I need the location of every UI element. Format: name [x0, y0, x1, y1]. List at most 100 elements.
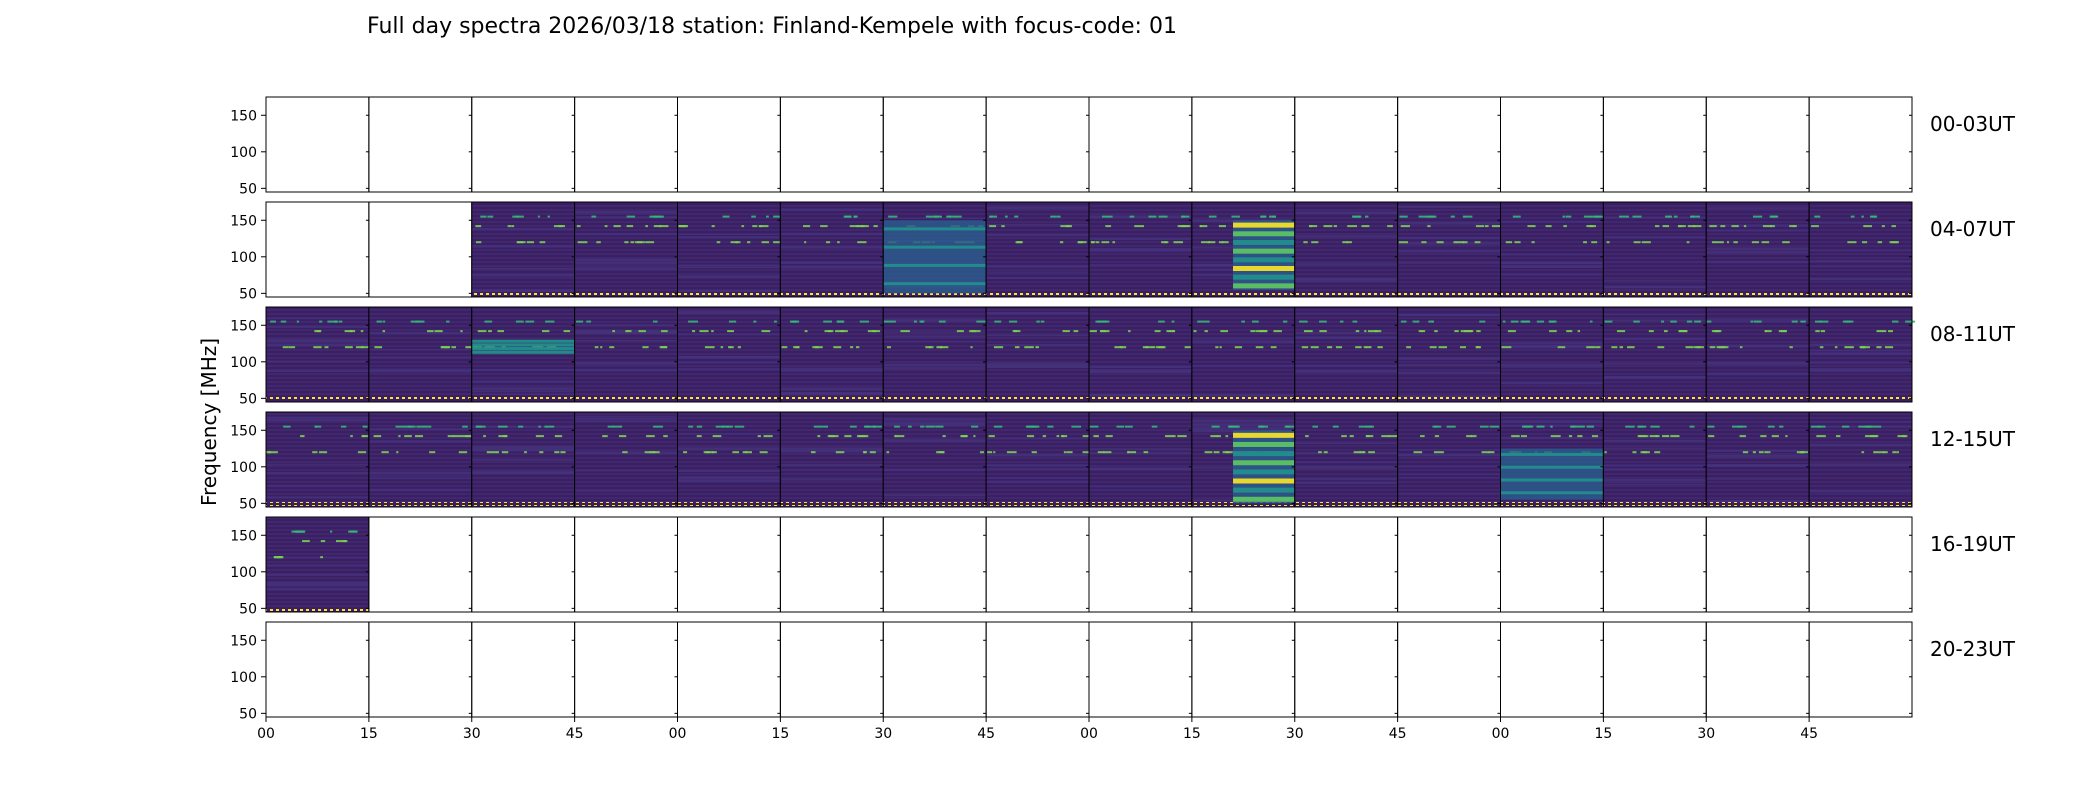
baseline-dots: [1089, 397, 1192, 401]
noise-line: [1089, 215, 1192, 218]
emission-mark: [1056, 435, 1060, 438]
noise-line: [986, 454, 1089, 457]
emission-mark: [300, 435, 305, 438]
emission-mark: [812, 346, 819, 349]
noise-line: [677, 264, 781, 266]
emission-mark: [1060, 435, 1064, 438]
emission-mark: [1510, 320, 1519, 323]
noise-line: [677, 233, 781, 235]
burst-stripe: [1233, 432, 1295, 438]
emission-mark: [1177, 225, 1181, 228]
emission-mark: [1005, 215, 1008, 218]
emission-mark: [316, 330, 322, 333]
panel-frame: [1808, 96, 1913, 193]
noise-line: [1397, 449, 1501, 451]
emission-mark: [350, 435, 353, 438]
emission-mark: [1089, 425, 1099, 428]
panel-background: [1603, 307, 1707, 402]
noise-line: [1294, 263, 1398, 266]
emission-mark: [1148, 215, 1157, 218]
emission-mark: [1454, 330, 1459, 333]
emission-mark: [823, 320, 832, 323]
emission-mark: [1108, 215, 1113, 218]
noise-line: [1500, 265, 1604, 268]
emission-mark: [774, 320, 777, 323]
noise-line: [471, 387, 575, 390]
panel-frame: [574, 96, 678, 193]
emission-mark: [1782, 241, 1790, 244]
spectrogram-panel: [1088, 621, 1193, 718]
emission-mark: [545, 320, 555, 323]
panel-frame: [1294, 96, 1399, 193]
noise-line: [266, 583, 369, 586]
noise-line: [780, 387, 884, 390]
noise-line: [677, 289, 781, 293]
emission-mark: [1865, 435, 1874, 438]
emission-mark: [1036, 320, 1040, 323]
emission-mark: [1871, 215, 1877, 218]
emission-mark: [1014, 215, 1019, 218]
emission-mark: [1006, 451, 1017, 454]
emission-mark: [1284, 425, 1290, 428]
emission-mark: [619, 425, 623, 428]
emission-mark: [1305, 435, 1309, 438]
burst-stripe: [1233, 231, 1295, 237]
spectrogram-panel: [574, 306, 678, 403]
emission-mark: [867, 330, 877, 333]
emission-mark: [1687, 225, 1696, 228]
panel-background: [1397, 307, 1501, 402]
emission-mark: [1873, 451, 1876, 454]
burst-stripe: [883, 263, 987, 267]
emission-mark: [1876, 330, 1883, 333]
emission-mark: [1586, 425, 1595, 428]
noise-line: [1603, 313, 1707, 316]
spectrogram-panel: [1500, 96, 1604, 193]
emission-mark: [859, 320, 870, 323]
noise-line: [1397, 242, 1501, 245]
baseline-dots: [1500, 292, 1604, 296]
panel-background: [574, 307, 678, 402]
emission-mark: [1127, 451, 1130, 454]
emission-mark: [1657, 346, 1665, 349]
panel-background: [1089, 307, 1192, 402]
emission-mark: [374, 346, 383, 349]
noise-line: [883, 494, 987, 497]
emission-mark: [1119, 346, 1127, 349]
panel-background: [986, 307, 1089, 402]
emission-mark: [1883, 451, 1888, 454]
emission-mark: [946, 215, 951, 218]
spectrogram-panel: [368, 411, 473, 508]
emission-mark: [1299, 320, 1308, 323]
emission-mark: [1550, 425, 1553, 428]
emission-mark: [1586, 346, 1596, 349]
emission-mark: [993, 425, 1003, 428]
emission-mark: [1200, 320, 1210, 323]
y-axis: 50 100 150: [230, 423, 266, 512]
noise-line: [368, 475, 472, 477]
noise-line: [986, 271, 1089, 273]
emission-mark: [1273, 330, 1282, 333]
emission-mark: [947, 215, 956, 218]
emission-mark: [1225, 435, 1229, 438]
emission-mark: [1312, 425, 1318, 428]
noise-line: [574, 340, 678, 342]
emission-mark: [993, 451, 996, 454]
emission-mark: [994, 320, 1002, 323]
baseline-dots: [368, 397, 472, 401]
burst-stripe: [1233, 257, 1295, 263]
emission-mark: [820, 225, 828, 228]
emission-mark: [626, 330, 632, 333]
emission-mark: [1332, 425, 1339, 428]
spectrogram-panel: [882, 96, 987, 193]
burst-stripe: [883, 245, 987, 249]
emission-mark: [1531, 241, 1535, 244]
spectrogram-panel: [882, 621, 987, 718]
noise-line: [780, 232, 884, 236]
emission-mark: [1591, 435, 1599, 438]
emission-mark: [1399, 215, 1408, 218]
noise-line: [1603, 319, 1707, 321]
panel-background: [1191, 307, 1295, 402]
baseline-dots: [574, 397, 678, 401]
noise-line: [1603, 439, 1707, 442]
emission-mark: [833, 346, 842, 349]
